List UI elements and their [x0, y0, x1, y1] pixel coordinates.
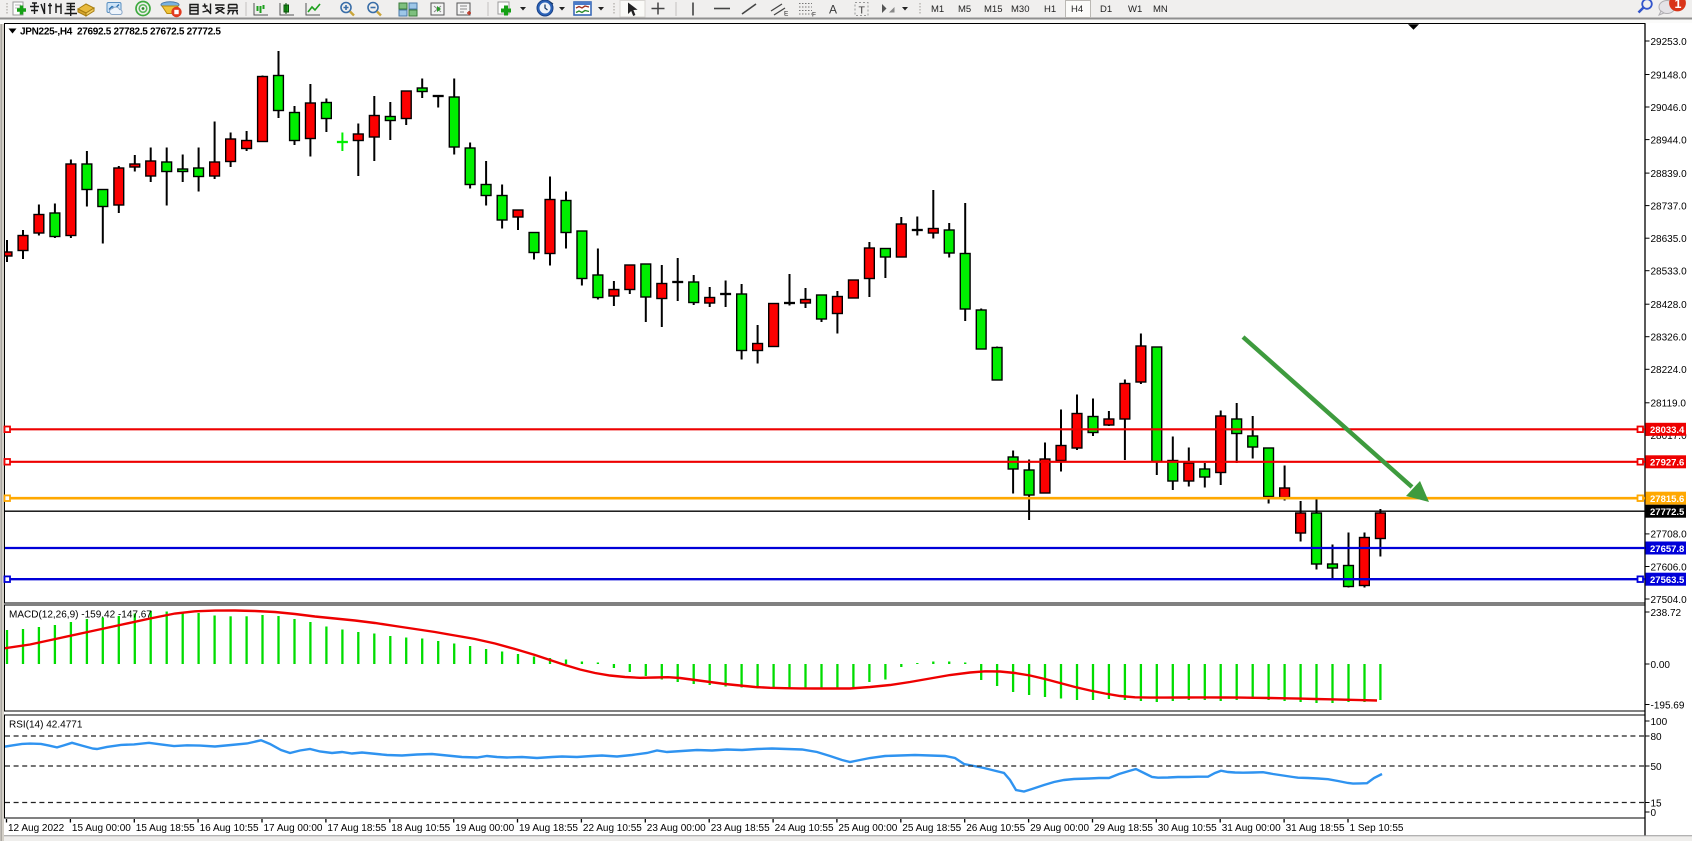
svg-text:1: 1: [1675, 0, 1682, 11]
svg-text:80: 80: [1651, 732, 1663, 743]
svg-text:0: 0: [1651, 808, 1657, 819]
svg-text:-195.69: -195.69: [1651, 701, 1685, 712]
svg-text:31 Aug 18:55: 31 Aug 18:55: [1286, 823, 1345, 834]
svg-text:100: 100: [1651, 717, 1668, 728]
svg-text:27815.6: 27815.6: [1650, 494, 1684, 505]
svg-text:27927.6: 27927.6: [1650, 458, 1684, 469]
svg-text:19 Aug 18:55: 19 Aug 18:55: [519, 823, 578, 834]
svg-text:31 Aug 00:00: 31 Aug 00:00: [1222, 823, 1281, 834]
svg-text:15 Aug 18:55: 15 Aug 18:55: [136, 823, 195, 834]
svg-text:17 Aug 18:55: 17 Aug 18:55: [327, 823, 386, 834]
svg-text:50: 50: [1651, 762, 1663, 773]
svg-text:MACD(12,26,9) -159.42 -147.67: MACD(12,26,9) -159.42 -147.67: [9, 610, 152, 621]
svg-text:29 Aug 00:00: 29 Aug 00:00: [1030, 823, 1089, 834]
svg-text:24 Aug 10:55: 24 Aug 10:55: [775, 823, 834, 834]
svg-text:28224.0: 28224.0: [1651, 365, 1688, 376]
svg-text:RSI(14) 42.4771: RSI(14) 42.4771: [9, 720, 83, 731]
svg-text:12 Aug 2022: 12 Aug 2022: [8, 823, 65, 834]
svg-text:28635.0: 28635.0: [1651, 234, 1688, 245]
svg-text:E: E: [784, 11, 789, 18]
svg-text:JPN225-,H4 27692.5 27782.5 27: JPN225-,H4 27692.5 27782.5 27672.5 27772…: [20, 27, 221, 38]
svg-text:25 Aug 18:55: 25 Aug 18:55: [902, 823, 961, 834]
svg-text:18 Aug 10:55: 18 Aug 10:55: [391, 823, 450, 834]
svg-text:17 Aug 00:00: 17 Aug 00:00: [264, 823, 323, 834]
svg-text:15 Aug 00:00: 15 Aug 00:00: [72, 823, 131, 834]
svg-text:27504.0: 27504.0: [1651, 595, 1688, 606]
svg-text:T: T: [859, 5, 866, 17]
svg-text:29 Aug 18:55: 29 Aug 18:55: [1094, 823, 1153, 834]
svg-text:A: A: [829, 3, 837, 17]
svg-text:29148.0: 29148.0: [1651, 70, 1688, 81]
svg-text:19 Aug 00:00: 19 Aug 00:00: [455, 823, 514, 834]
svg-text:27563.5: 27563.5: [1650, 575, 1685, 586]
svg-text:28839.0: 28839.0: [1651, 169, 1688, 180]
svg-text:26 Aug 10:55: 26 Aug 10:55: [966, 823, 1025, 834]
svg-text:27708.0: 27708.0: [1651, 530, 1688, 541]
svg-text:27772.5: 27772.5: [1650, 507, 1685, 518]
svg-text:28428.0: 28428.0: [1651, 300, 1688, 311]
svg-text:28944.0: 28944.0: [1651, 135, 1688, 146]
svg-text:29253.0: 29253.0: [1651, 37, 1688, 48]
svg-text:27606.0: 27606.0: [1651, 562, 1688, 573]
svg-text:25 Aug 00:00: 25 Aug 00:00: [838, 823, 897, 834]
svg-text:16 Aug 10:55: 16 Aug 10:55: [200, 823, 259, 834]
svg-text:28119.0: 28119.0: [1651, 399, 1687, 410]
svg-text:28533.0: 28533.0: [1651, 267, 1688, 278]
svg-text:23 Aug 00:00: 23 Aug 00:00: [647, 823, 706, 834]
svg-text:30 Aug 10:55: 30 Aug 10:55: [1158, 823, 1217, 834]
svg-text:27657.8: 27657.8: [1650, 544, 1684, 555]
svg-text:0.00: 0.00: [1651, 660, 1671, 671]
svg-text:22 Aug 10:55: 22 Aug 10:55: [583, 823, 642, 834]
svg-text:1 Sep 10:55: 1 Sep 10:55: [1350, 823, 1404, 834]
svg-text:238.72: 238.72: [1651, 608, 1682, 619]
svg-text:15: 15: [1651, 799, 1663, 810]
svg-text:28017.0: 28017.0: [1651, 431, 1688, 442]
svg-text:23 Aug 18:55: 23 Aug 18:55: [711, 823, 770, 834]
svg-text:F: F: [812, 12, 816, 19]
svg-text:28326.0: 28326.0: [1651, 333, 1688, 344]
svg-text:29046.0: 29046.0: [1651, 103, 1688, 114]
svg-text:28737.0: 28737.0: [1651, 201, 1688, 212]
svg-text:28033.4: 28033.4: [1650, 425, 1685, 436]
